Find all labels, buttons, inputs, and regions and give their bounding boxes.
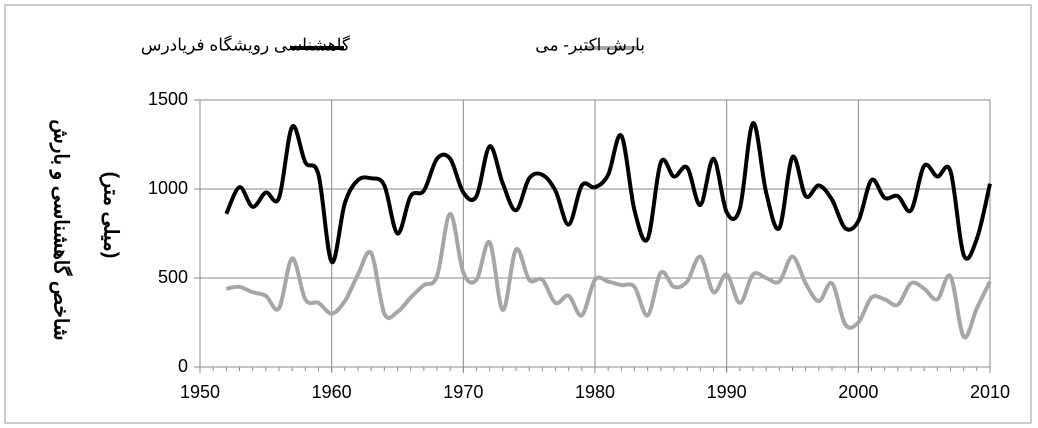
x-tick-label: 1970 [443, 382, 483, 402]
y-tick-label: 500 [158, 267, 188, 287]
legend-label: بارش اکتبر- می [535, 35, 645, 55]
y-axis-label: شاخص گاهشناسی و بارش [49, 119, 74, 340]
data-line [224, 121, 992, 264]
x-tick-label: 1950 [180, 382, 220, 402]
y-axis-label: (میلی متر) [99, 172, 122, 259]
x-tick-label: 1990 [707, 382, 747, 402]
data-line [225, 211, 992, 340]
legend-label: گاهشناسی رویشگاه فریادرس [141, 34, 351, 55]
y-tick-label: 0 [178, 356, 188, 376]
y-tick-label: 1000 [148, 178, 188, 198]
y-tick-label: 1500 [148, 89, 188, 109]
x-tick-label: 1960 [312, 382, 352, 402]
x-tick-label: 2000 [838, 382, 878, 402]
plot-border [199, 99, 991, 368]
x-tick-label: 1980 [575, 382, 615, 402]
x-tick-label: 2010 [970, 382, 1010, 402]
chart-frame [4, 4, 1032, 424]
